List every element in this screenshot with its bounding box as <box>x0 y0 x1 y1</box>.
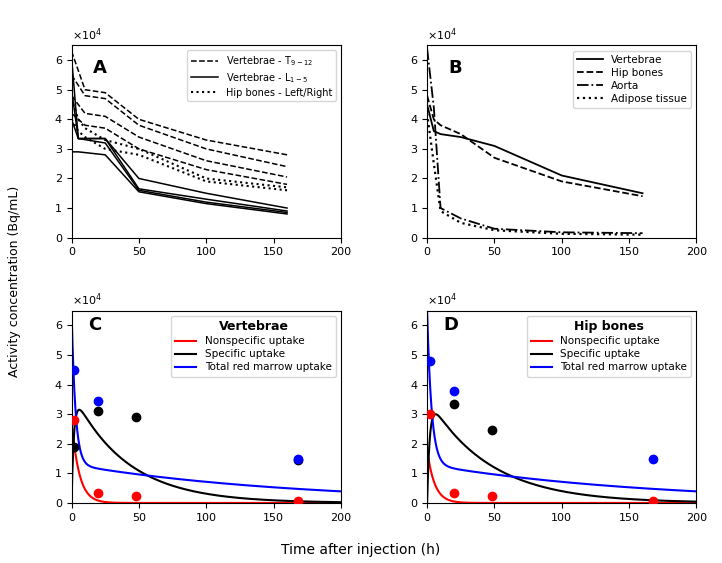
Text: Time after injection (h): Time after injection (h) <box>282 543 440 557</box>
Text: $\times10^4$: $\times10^4$ <box>427 292 457 309</box>
Vertebrae <box>423 101 432 108</box>
Text: Activity concentration (Bq/mL): Activity concentration (Bq/mL) <box>8 186 21 377</box>
Vertebrae <box>638 190 647 196</box>
Text: $\times10^4$: $\times10^4$ <box>71 26 102 43</box>
Hip bones <box>456 131 465 137</box>
Legend: Nonspecific uptake, Specific uptake, Total red marrow uptake: Nonspecific uptake, Specific uptake, Tot… <box>527 316 691 377</box>
Vertebrae <box>456 133 465 140</box>
Aorta <box>456 215 465 222</box>
Line: Aorta: Aorta <box>427 48 643 233</box>
Vertebrae <box>557 172 566 179</box>
Adipose tissue <box>456 220 465 226</box>
Adipose tissue <box>423 110 432 117</box>
Adipose tissue <box>490 227 499 234</box>
Hip bones <box>423 92 432 99</box>
Vertebrae <box>436 131 445 137</box>
Vertebrae <box>430 128 438 135</box>
Aorta <box>423 45 432 52</box>
Hip bones <box>490 154 499 161</box>
Text: B: B <box>448 59 462 77</box>
Text: $\times10^4$: $\times10^4$ <box>427 26 457 43</box>
Vertebrae <box>490 142 499 149</box>
Aorta <box>557 229 566 236</box>
Text: A: A <box>93 59 107 77</box>
Line: Hip bones: Hip bones <box>427 96 643 196</box>
Adipose tissue <box>557 230 566 237</box>
Hip bones <box>638 193 647 200</box>
Aorta <box>490 225 499 232</box>
Line: Vertebrae: Vertebrae <box>427 105 643 193</box>
Text: D: D <box>443 316 458 334</box>
Hip bones <box>430 116 438 123</box>
Adipose tissue <box>638 231 647 238</box>
Adipose tissue <box>430 160 438 167</box>
Hip bones <box>436 122 445 128</box>
Aorta <box>436 205 445 212</box>
Legend: Vertebrae - T$_{9-12}$, Vertebrae - L$_{1-5}$, Hip bones - Left/Right: Vertebrae - T$_{9-12}$, Vertebrae - L$_{… <box>187 50 336 101</box>
Hip bones <box>557 178 566 185</box>
Legend: Nonspecific uptake, Specific uptake, Total red marrow uptake: Nonspecific uptake, Specific uptake, Tot… <box>171 316 336 377</box>
Text: $\times10^4$: $\times10^4$ <box>71 292 102 309</box>
Legend: Vertebrae, Hip bones, Aorta, Adipose tissue: Vertebrae, Hip bones, Aorta, Adipose tis… <box>573 51 691 108</box>
Aorta <box>430 104 438 111</box>
Aorta <box>638 230 647 236</box>
Line: Adipose tissue: Adipose tissue <box>427 113 643 235</box>
Adipose tissue <box>436 208 445 215</box>
Text: C: C <box>87 316 101 334</box>
